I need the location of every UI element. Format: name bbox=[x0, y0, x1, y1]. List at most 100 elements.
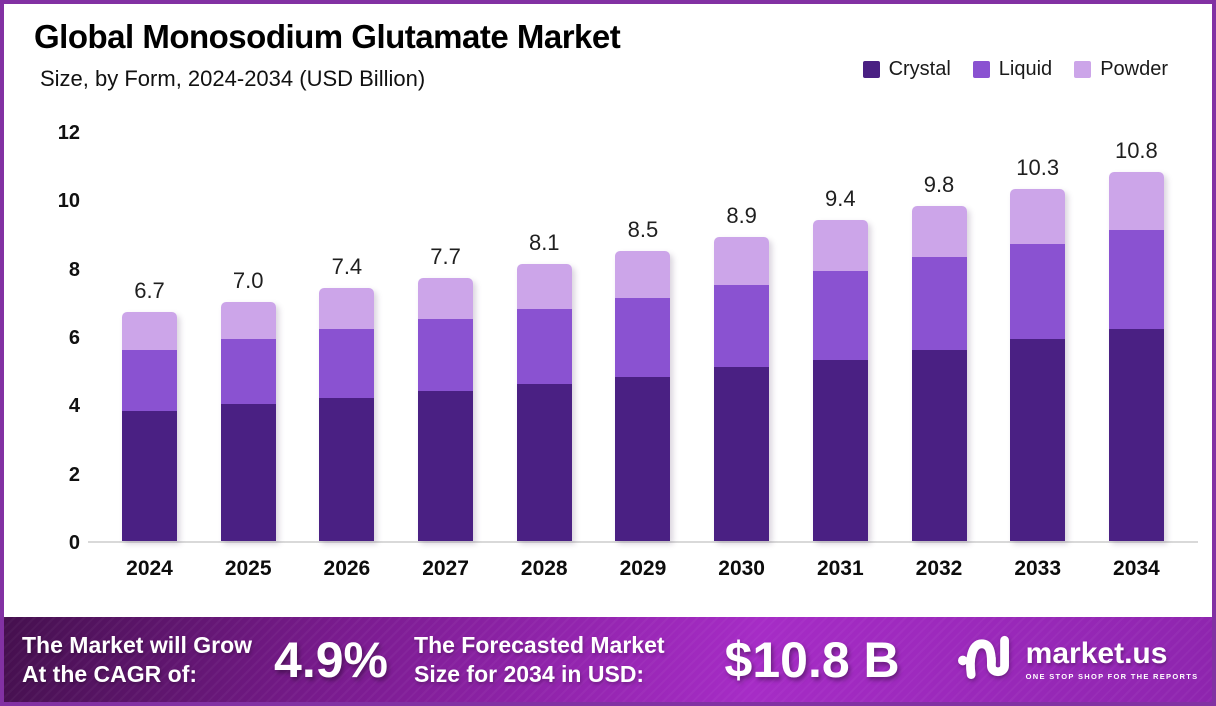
market-us-wordmark: market.us bbox=[1025, 636, 1168, 670]
bar-segment-liquid-2026 bbox=[319, 329, 375, 398]
y-axis-tick-0: 0 bbox=[68, 532, 80, 554]
legend-label-powder: Powder bbox=[1100, 58, 1168, 80]
legend-item-liquid: Liquid bbox=[972, 58, 1053, 81]
bar-stack bbox=[516, 264, 572, 541]
market-us-logo: market.us ONE STOP SHOP FOR THE REPORTS bbox=[957, 631, 1199, 688]
bar-group-2031: 9.4 2031 bbox=[812, 133, 868, 580]
y-axis-tick-2: 2 bbox=[68, 463, 80, 486]
legend-label-crystal: Crystal bbox=[888, 58, 951, 80]
forecast-value: $10.8 B bbox=[724, 631, 900, 688]
y-axis-tick-8: 8 bbox=[68, 258, 80, 281]
bar-segment-crystal-2028 bbox=[516, 383, 572, 541]
y-axis: 0 2 4 6 8 10 12 bbox=[4, 123, 88, 553]
bar-stack bbox=[1010, 189, 1066, 541]
bar-segment-crystal-2029 bbox=[615, 377, 671, 541]
y-axis-tick-6: 6 bbox=[68, 327, 80, 349]
bar-stack bbox=[714, 236, 770, 541]
growth-label-line2: At the CAGR of: bbox=[22, 660, 198, 687]
bar-group-2024: 6.7 2024 bbox=[122, 133, 177, 580]
bar-group-2028: 8.1 2028 bbox=[516, 133, 572, 580]
bar-stack bbox=[220, 301, 276, 541]
bar-segment-powder-2025 bbox=[220, 301, 276, 340]
y-axis-tick-4: 4 bbox=[68, 395, 80, 418]
chart-subtitle: Size, by Form, 2024-2034 (USD Billion) bbox=[40, 66, 426, 91]
bar-group-2025: 7.0 2025 bbox=[220, 133, 276, 580]
x-axis-label-2030: 2030 bbox=[718, 557, 765, 580]
legend: Crystal Liquid Powder bbox=[862, 58, 1168, 81]
market-us-tagline: ONE STOP SHOP FOR THE REPORTS bbox=[1025, 671, 1199, 681]
bar-segment-powder-2027 bbox=[418, 277, 474, 319]
bar-segment-liquid-2031 bbox=[812, 271, 868, 360]
legend-swatch-liquid bbox=[972, 61, 990, 78]
chart-title: Global Monosodium Glutamate Market bbox=[34, 18, 621, 55]
bar-segment-powder-2033 bbox=[1010, 189, 1066, 244]
bar-segment-crystal-2026 bbox=[319, 397, 375, 541]
bar-segment-liquid-2032 bbox=[911, 257, 967, 350]
bar-segment-crystal-2034 bbox=[1108, 329, 1164, 541]
x-axis-label-2034: 2034 bbox=[1113, 557, 1160, 580]
bar-segment-crystal-2027 bbox=[418, 390, 474, 541]
bar-total-label: 9.8 bbox=[923, 172, 955, 198]
forecast-label: The Forecasted Market Size for 2034 in U… bbox=[414, 631, 665, 689]
bar-segment-liquid-2027 bbox=[418, 318, 474, 391]
bar-total-label: 6.7 bbox=[134, 278, 165, 304]
x-axis-label-2028: 2028 bbox=[520, 557, 568, 580]
bar-segment-liquid-2033 bbox=[1010, 243, 1066, 340]
bar-total-label: 7.7 bbox=[430, 243, 461, 269]
bar-segment-powder-2034 bbox=[1108, 172, 1164, 231]
bar-group-2030: 8.9 2030 bbox=[714, 133, 770, 580]
bar-stack bbox=[319, 288, 375, 541]
bar-group-2029: 8.5 2029 bbox=[615, 133, 671, 580]
bar-segment-powder-2032 bbox=[911, 206, 967, 258]
x-axis-label-2024: 2024 bbox=[126, 557, 173, 580]
bar-stack bbox=[122, 312, 177, 541]
market-us-logo-text: market.us ONE STOP SHOP FOR THE REPORTS bbox=[1025, 636, 1199, 681]
bar-segment-powder-2029 bbox=[615, 250, 671, 299]
growth-label: The Market will Grow At the CAGR of: bbox=[22, 631, 252, 689]
cagr-value: 4.9% bbox=[274, 631, 389, 688]
bar-stack bbox=[615, 250, 671, 541]
legend-item-crystal: Crystal bbox=[862, 58, 951, 81]
bar-segment-liquid-2028 bbox=[516, 308, 572, 384]
bar-group-2032: 9.8 2032 bbox=[911, 133, 967, 580]
bar-group-2026: 7.4 2026 bbox=[319, 133, 375, 580]
bar-segment-liquid-2029 bbox=[615, 298, 671, 377]
x-axis-label-2032: 2032 bbox=[915, 557, 963, 580]
growth-label-line1: The Market will Grow bbox=[22, 631, 253, 658]
bar-segment-powder-2028 bbox=[516, 264, 572, 309]
bar-segment-liquid-2024 bbox=[122, 349, 177, 412]
bar-stack bbox=[418, 277, 474, 541]
bar-segment-crystal-2033 bbox=[1010, 339, 1066, 541]
bar-total-label: 8.9 bbox=[726, 202, 757, 228]
x-axis-label-2025: 2025 bbox=[224, 557, 272, 580]
bar-segment-liquid-2025 bbox=[220, 339, 276, 405]
bar-segment-crystal-2032 bbox=[911, 349, 967, 541]
bar-segment-crystal-2031 bbox=[812, 359, 868, 541]
cagr-banner: The Market will Grow At the CAGR of: 4.9… bbox=[4, 617, 1212, 702]
bar-total-label: 9.4 bbox=[825, 185, 856, 211]
legend-swatch-powder bbox=[1074, 61, 1092, 78]
y-axis-tick-12: 12 bbox=[57, 122, 80, 144]
legend-label-liquid: Liquid bbox=[998, 58, 1053, 80]
bar-stack bbox=[812, 219, 868, 541]
bar-segment-powder-2030 bbox=[714, 236, 770, 285]
chart-header: Global Monosodium Glutamate Market Size,… bbox=[4, 4, 1212, 116]
x-axis-label-2029: 2029 bbox=[619, 557, 667, 580]
bar-segment-powder-2026 bbox=[319, 288, 375, 330]
bar-total-label: 10.8 bbox=[1114, 138, 1158, 164]
x-axis-label-2033: 2033 bbox=[1014, 557, 1062, 580]
forecast-label-line1: The Forecasted Market bbox=[414, 631, 665, 658]
legend-swatch-crystal bbox=[862, 61, 880, 78]
x-axis-label-2027: 2027 bbox=[422, 557, 469, 580]
bar-segment-liquid-2034 bbox=[1108, 230, 1164, 330]
bar-group-2034: 10.8 2034 bbox=[1108, 133, 1164, 580]
market-us-logo-icon bbox=[957, 631, 1016, 688]
bar-group-2033: 10.3 2033 bbox=[1010, 133, 1066, 580]
bar-total-label: 8.5 bbox=[627, 216, 659, 242]
bar-segment-crystal-2030 bbox=[714, 366, 770, 541]
bar-total-label: 7.4 bbox=[331, 254, 363, 280]
bar-segment-powder-2031 bbox=[812, 219, 868, 272]
bar-segment-powder-2024 bbox=[122, 312, 177, 350]
bar-total-label: 10.3 bbox=[1016, 155, 1060, 181]
